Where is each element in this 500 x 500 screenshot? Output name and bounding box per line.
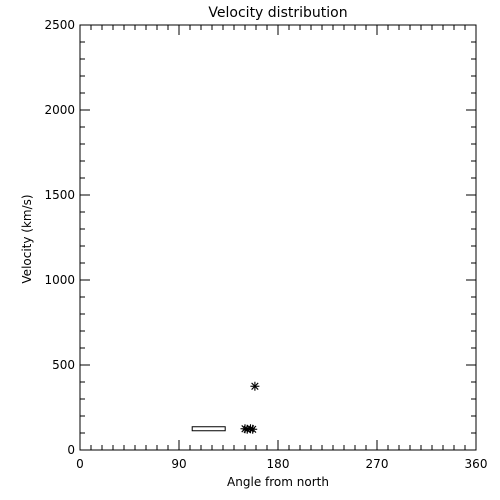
x-tick-label: 180: [267, 457, 290, 471]
data-marks: [191, 381, 260, 434]
plot-frame: [79, 24, 477, 451]
data-point: [250, 381, 260, 391]
y-axis: 0 500 1000 1500 2000 2500: [44, 18, 476, 457]
x-tick-label: 0: [76, 457, 84, 471]
y-tick-label: 1500: [44, 188, 75, 202]
x-axis-label: Angle from north: [227, 475, 329, 489]
data-point: [248, 424, 258, 434]
y-tick-label: 0: [67, 443, 75, 457]
plot-border: [79, 24, 477, 451]
range-bar: [191, 426, 226, 432]
y-tick-label: 2000: [44, 103, 75, 117]
chart-title: Velocity distribution: [208, 5, 347, 21]
x-tick-label: 90: [171, 457, 186, 471]
y-tick-label: 2500: [44, 18, 75, 32]
y-tick-label: 1000: [44, 273, 75, 287]
x-axis: 0 90 180 270 360: [76, 25, 487, 471]
y-tick-label: 500: [52, 358, 75, 372]
y-axis-label: Velocity (km/s): [20, 194, 34, 283]
x-tick-label: 360: [465, 457, 488, 471]
x-tick-label: 270: [366, 457, 389, 471]
